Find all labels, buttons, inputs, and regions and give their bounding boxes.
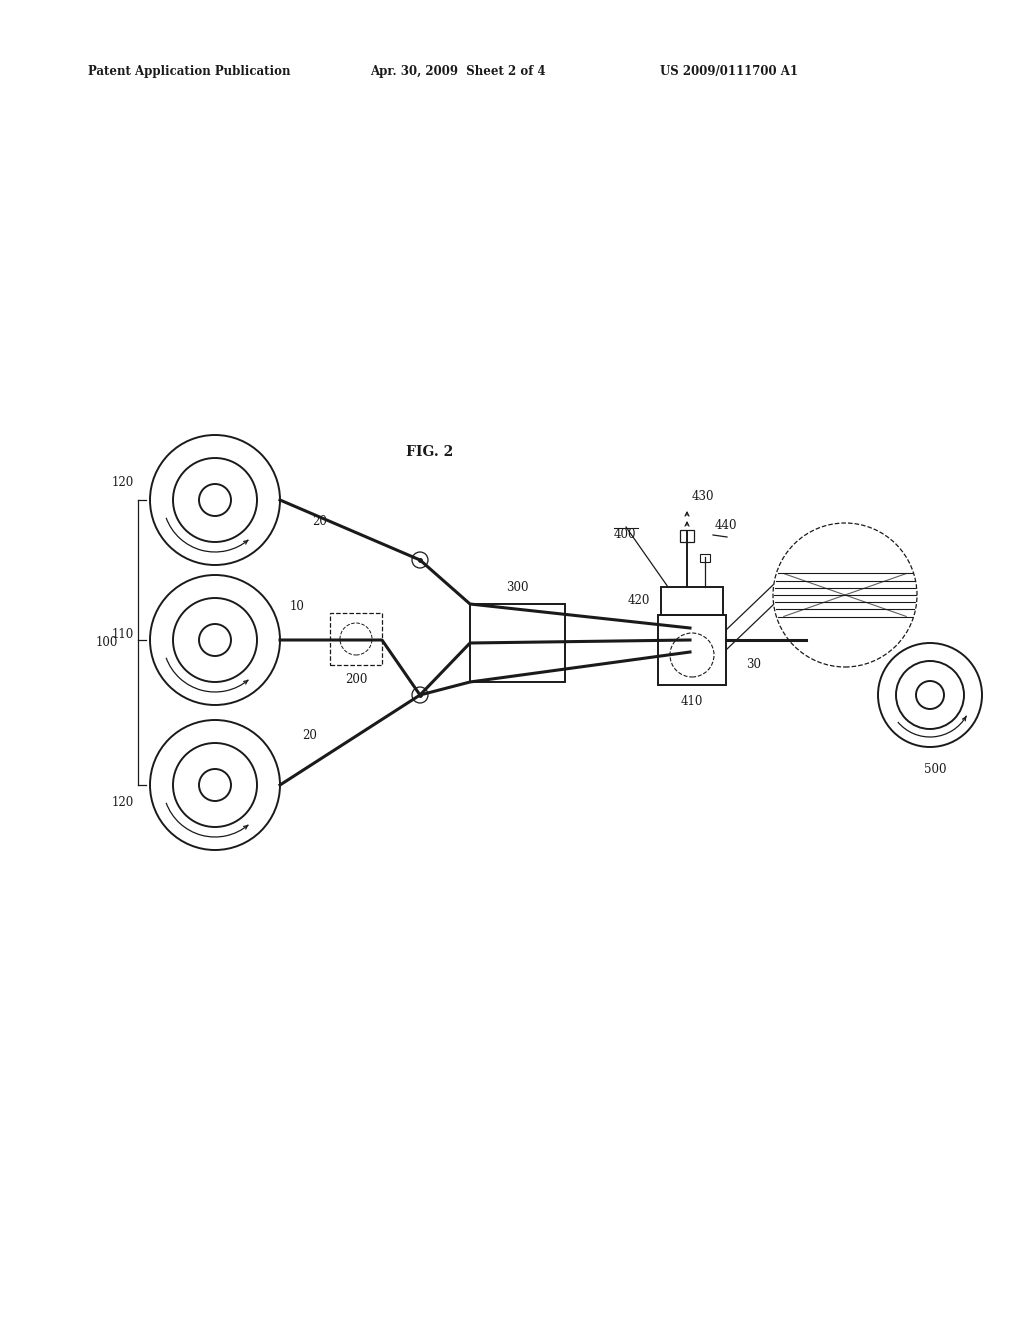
Text: Apr. 30, 2009  Sheet 2 of 4: Apr. 30, 2009 Sheet 2 of 4 xyxy=(370,65,546,78)
Text: 20: 20 xyxy=(302,729,317,742)
Text: FIG. 2: FIG. 2 xyxy=(407,445,454,459)
Text: 120: 120 xyxy=(112,796,134,809)
Text: Patent Application Publication: Patent Application Publication xyxy=(88,65,291,78)
Text: 120: 120 xyxy=(112,475,134,488)
Text: 410: 410 xyxy=(681,696,703,708)
Text: 100: 100 xyxy=(95,636,118,649)
Bar xyxy=(470,605,565,682)
Bar xyxy=(662,587,723,615)
Text: 10: 10 xyxy=(290,601,305,612)
Text: 440: 440 xyxy=(715,519,737,532)
Text: 200: 200 xyxy=(345,673,368,686)
Text: 430: 430 xyxy=(692,490,715,503)
Text: 300: 300 xyxy=(506,581,528,594)
Text: 110: 110 xyxy=(112,628,134,642)
Text: 500: 500 xyxy=(924,763,946,776)
Text: 20: 20 xyxy=(312,515,328,528)
Bar xyxy=(330,612,382,665)
Bar xyxy=(658,615,726,685)
Text: US 2009/0111700 A1: US 2009/0111700 A1 xyxy=(660,65,798,78)
Bar xyxy=(680,531,694,543)
Text: 400: 400 xyxy=(614,528,637,541)
Bar xyxy=(700,554,710,562)
Text: 30: 30 xyxy=(746,657,761,671)
Text: 420: 420 xyxy=(628,594,650,607)
